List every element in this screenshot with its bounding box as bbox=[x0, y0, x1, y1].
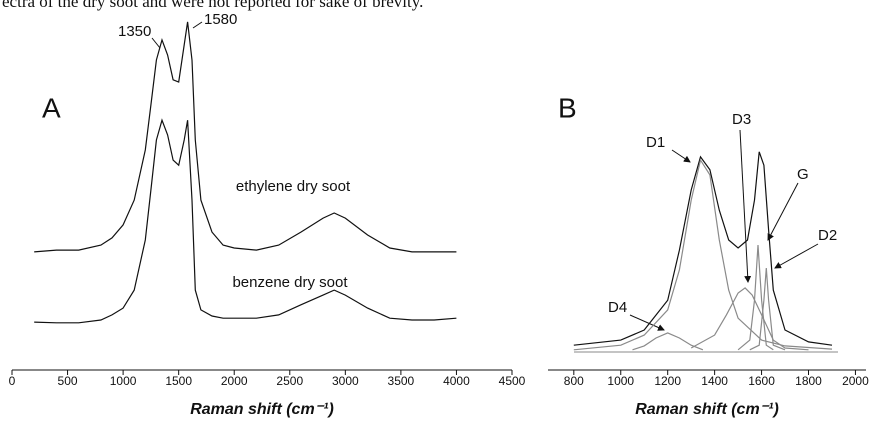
series-label: D2 bbox=[818, 227, 837, 244]
x-tick-label: 500 bbox=[58, 374, 78, 388]
series-label: benzene dry soot bbox=[232, 274, 348, 291]
x-tick-label: 800 bbox=[564, 374, 584, 388]
x-tick-label: 3500 bbox=[388, 374, 415, 388]
x-tick-label: 1000 bbox=[607, 374, 634, 388]
series-line bbox=[573, 151, 833, 346]
x-tick-label: 0 bbox=[9, 374, 16, 388]
arrow bbox=[739, 129, 752, 283]
leader-line bbox=[151, 37, 161, 49]
series-line bbox=[34, 21, 457, 253]
x-tick-label: 1600 bbox=[748, 374, 775, 388]
caption-fragment: ectra of the dry soot and were not repor… bbox=[2, 0, 423, 11]
x-tick-label: 3000 bbox=[332, 374, 359, 388]
panel-label: A bbox=[42, 92, 61, 123]
series-line bbox=[632, 332, 704, 351]
x-tick-label: 1000 bbox=[110, 374, 137, 388]
peak-label: 1580 bbox=[204, 11, 237, 28]
x-tick-label: 4500 bbox=[499, 374, 526, 388]
peak-label: 1350 bbox=[118, 23, 151, 40]
x-axis-title: Raman shift (cm⁻¹) bbox=[635, 401, 779, 418]
x-tick-label: 2000 bbox=[221, 374, 248, 388]
series-label: ethylene dry soot bbox=[236, 178, 351, 195]
x-tick-label: 1400 bbox=[701, 374, 728, 388]
series-label: D1 bbox=[646, 134, 665, 151]
arrow bbox=[767, 182, 799, 241]
panel-b: B D1 D3 G D2 D4 800 1000 1200 1400 1600 1800 2… bbox=[548, 92, 869, 418]
x-tick-label: 1200 bbox=[654, 374, 681, 388]
series-label: G bbox=[797, 166, 809, 183]
x-tick-label: 4000 bbox=[443, 374, 470, 388]
x-axis-title: Raman shift (cm⁻¹) bbox=[190, 401, 334, 418]
series-line bbox=[573, 158, 833, 351]
x-tick-label: 1500 bbox=[165, 374, 192, 388]
series-label: D4 bbox=[608, 299, 627, 316]
series-line bbox=[737, 245, 774, 351]
series-line bbox=[34, 118, 457, 324]
panel-label: B bbox=[558, 92, 577, 123]
arrow bbox=[774, 243, 819, 269]
arrow bbox=[629, 314, 665, 331]
panel-a: A 1350 1580 ethylene dry soot benzene dr… bbox=[9, 11, 526, 418]
x-tick-label: 2500 bbox=[276, 374, 303, 388]
series-line bbox=[749, 268, 786, 351]
x-tick-label: 1800 bbox=[795, 374, 822, 388]
arrow bbox=[671, 149, 691, 163]
series-label: D3 bbox=[732, 111, 751, 128]
leader-line bbox=[192, 21, 203, 29]
x-tick-label: 2000 bbox=[842, 374, 869, 388]
series-line bbox=[690, 287, 809, 351]
